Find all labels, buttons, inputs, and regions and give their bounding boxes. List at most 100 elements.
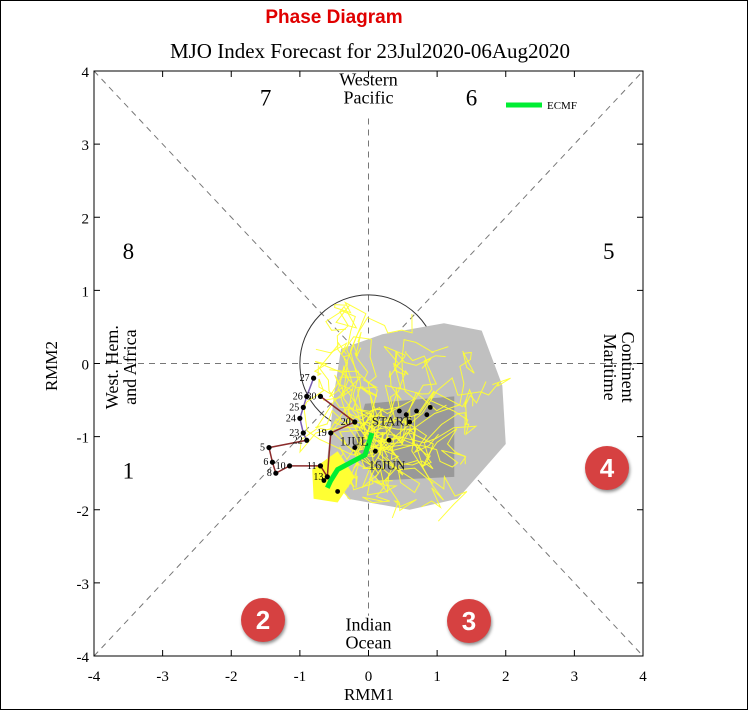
day-label: 30 [306, 391, 316, 402]
observed-point [304, 437, 310, 443]
region-indian-ocean: Ocean [346, 632, 392, 652]
y-tick-label: -4 [77, 650, 90, 666]
forecast-point [427, 404, 433, 410]
annotation-label: START [372, 414, 411, 429]
x-tick-label: -3 [156, 669, 169, 685]
forecast-member-line [362, 441, 390, 504]
day-label: 11 [307, 461, 317, 472]
forecast-member-line [373, 432, 417, 519]
observed-point [352, 419, 358, 425]
x-axis-label: RMM1 [344, 685, 394, 704]
region-west-hem-africa: and Africa [120, 329, 140, 404]
day-label: 23 [289, 428, 299, 439]
page-title: Phase Diagram [265, 7, 403, 28]
observed-point [311, 375, 317, 381]
y-axis-label: RMM2 [42, 341, 61, 391]
forecast-point [386, 437, 392, 443]
forecast-member-line [315, 376, 378, 450]
x-tick-label: 4 [639, 669, 647, 685]
forecast-member-line [382, 352, 409, 445]
observed-point [266, 444, 272, 451]
day-label: 13 [313, 472, 323, 483]
day-label: 27 [300, 373, 310, 384]
region-maritime-continent: Maritime [600, 334, 620, 401]
observed-point [269, 459, 276, 465]
forecast-point [414, 408, 419, 414]
y-tick-label: 3 [82, 138, 90, 154]
forecast-point [407, 419, 413, 425]
x-tick-label: -2 [225, 669, 238, 685]
day-label: 5 [260, 443, 265, 454]
phase-label-5: 5 [603, 239, 615, 264]
x-tick-label: -4 [88, 669, 101, 685]
badge-2: 2 [241, 598, 285, 642]
forecast-member-line [378, 350, 438, 441]
forecast-member-line [378, 338, 449, 428]
day-label: 20 [341, 417, 351, 428]
forecast-member-line [370, 350, 432, 443]
y-tick-label: 4 [82, 65, 90, 81]
day-label: 26 [293, 391, 303, 402]
forecast-member-line [379, 432, 444, 509]
forecast-member-line [335, 304, 367, 440]
forecast-member-line [387, 350, 475, 452]
forecast-member-line [342, 331, 372, 427]
phase-label-8: 8 [123, 239, 135, 264]
badge-4: 4 [585, 446, 629, 490]
phase-label-7: 7 [260, 86, 272, 111]
x-tick-label: 3 [571, 669, 579, 685]
annotation-label: 16JUN [369, 458, 406, 473]
forecast-member-line [349, 314, 413, 430]
chart-title: MJO Index Forecast for 23Jul2020-06Aug20… [170, 39, 570, 63]
forecast-point [396, 408, 402, 414]
observed-point [324, 474, 330, 480]
region-indian-ocean: Indian [346, 614, 392, 634]
observed-point [300, 430, 306, 436]
observed-trajectory [268, 395, 357, 480]
observed-point [328, 430, 334, 436]
annotation-label: 1JUL [340, 433, 369, 448]
day-label: 24 [286, 413, 296, 424]
day-label: 19 [317, 428, 327, 439]
forecast-point [352, 445, 358, 450]
observed-point [273, 470, 279, 476]
forecast-point [321, 478, 327, 483]
forecast-member-line [303, 378, 375, 457]
y-tick-label: 0 [82, 358, 90, 374]
forecast-member-line [379, 381, 487, 449]
y-tick-label: -3 [77, 577, 90, 593]
forecast-member-line [371, 420, 434, 494]
observed-point [304, 393, 310, 400]
phase-label-6: 6 [466, 86, 478, 111]
x-tick-label: -1 [294, 669, 307, 685]
forecast-member-line [299, 418, 374, 456]
forecast-member-line [388, 388, 478, 444]
region-western-pacific: Western [339, 70, 398, 90]
day-label: 25 [289, 402, 299, 413]
y-tick-label: -2 [77, 504, 90, 520]
forecast-member-line [333, 400, 384, 429]
ecmf-mean-line [325, 432, 375, 489]
day-label: 6 [263, 457, 268, 468]
forecast-point [424, 412, 430, 418]
badge-3: 3 [447, 599, 491, 643]
observed-point [297, 415, 303, 421]
x-tick-label: 0 [365, 669, 373, 685]
forecast-member-line [334, 301, 367, 450]
forecast-member-line [323, 364, 380, 443]
forecast-member-line [383, 345, 406, 423]
day-label: 8 [267, 468, 272, 479]
forecast-member-line [315, 336, 377, 431]
day-label: 10 [276, 461, 286, 472]
observed-point [286, 463, 293, 469]
forecast-point [372, 448, 378, 454]
y-tick-label: 1 [82, 284, 90, 300]
forecast-point [335, 489, 341, 494]
x-tick-label: 2 [502, 669, 510, 685]
forecast-point [403, 412, 409, 418]
region-west-hem-africa: West. Hem. [102, 325, 122, 409]
forecast-member-line [362, 426, 466, 468]
region-maritime-continent: Continent [618, 332, 638, 403]
phase-label-1: 1 [123, 459, 135, 484]
